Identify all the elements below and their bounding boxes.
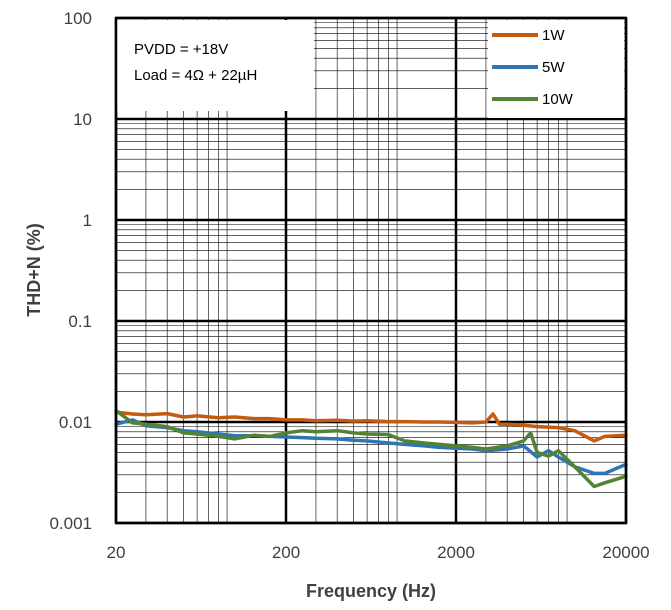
- series-line-1w: [114, 410, 628, 443]
- y-tick-label: 0.01: [59, 413, 92, 432]
- legend-label-1w: 1W: [542, 27, 565, 44]
- y-tick-label: 100: [64, 9, 92, 28]
- legend: 1W 5W 10W: [488, 20, 624, 118]
- x-tick-label: 20000: [602, 543, 649, 562]
- y-axis-tick-labels: 100 10 1 0.1 0.01 0.001: [49, 9, 92, 533]
- x-tick-label: 2000: [437, 543, 475, 562]
- series-line-10w: [114, 408, 628, 489]
- y-tick-label: 0.001: [49, 514, 92, 533]
- x-tick-label: 20: [107, 543, 126, 562]
- y-axis-title: THD+N (%): [24, 223, 44, 317]
- legend-label-5w: 5W: [542, 59, 565, 76]
- plot-area-frame: [114, 16, 628, 525]
- x-axis-tick-labels: 20 200 2000 20000: [107, 543, 650, 562]
- legend-label-10w: 10W: [542, 91, 574, 108]
- y-tick-label: 1: [83, 211, 92, 230]
- series-line-5w: [114, 418, 628, 476]
- x-axis-title: Frequency (Hz): [306, 581, 436, 601]
- y-tick-label: 0.1: [68, 312, 92, 331]
- series-lines: [114, 408, 628, 489]
- x-tick-label: 200: [272, 543, 300, 562]
- annotation-load: Load = 4Ω + 22µH: [134, 67, 257, 84]
- annotation-box: [116, 20, 314, 111]
- y-tick-label: 10: [73, 110, 92, 129]
- annotation-pvdd: PVDD = +18V: [134, 41, 228, 58]
